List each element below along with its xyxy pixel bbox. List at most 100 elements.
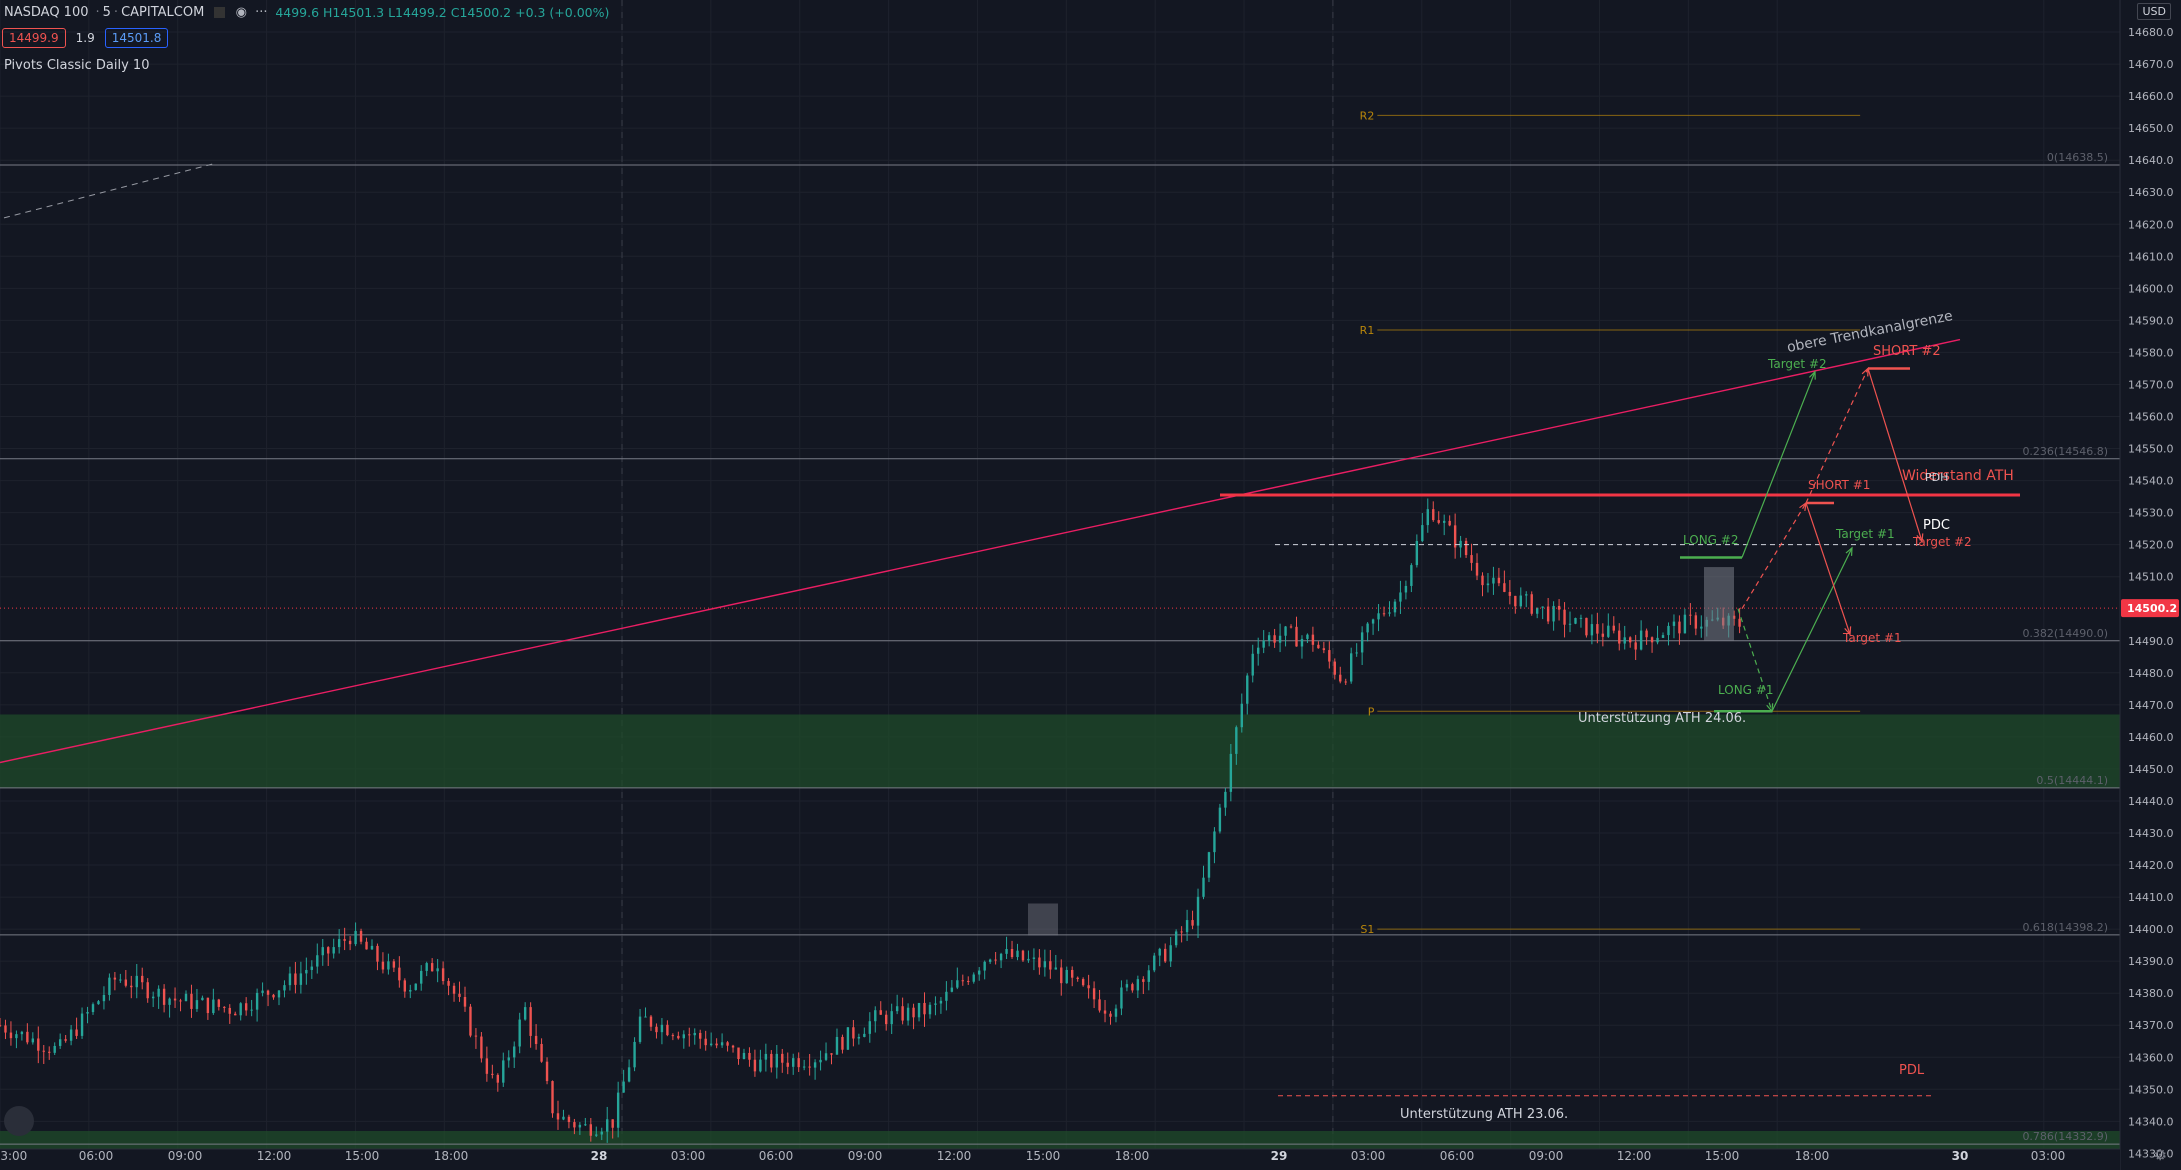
time-tick: 09:00 xyxy=(1529,1149,1564,1163)
candle-body xyxy=(775,1053,779,1068)
interval-label[interactable]: 5 xyxy=(102,4,111,20)
candle-body xyxy=(1601,633,1605,637)
candle-body xyxy=(75,1029,78,1036)
candle-body xyxy=(945,991,948,1001)
candle-body xyxy=(1071,969,1074,978)
candle-body xyxy=(551,1081,554,1114)
fib-label: 0.618(14398.2) xyxy=(2022,921,2108,934)
symbol-name[interactable]: NASDAQ 100 xyxy=(4,4,89,20)
candle-body xyxy=(742,1052,746,1060)
candle-body xyxy=(305,969,308,974)
candle-body xyxy=(1191,920,1194,926)
candle-body xyxy=(463,996,467,1007)
candle-body xyxy=(1032,957,1036,959)
candle-body xyxy=(1049,961,1052,970)
candle-body xyxy=(1021,950,1025,961)
time-tick: 03:00 xyxy=(671,1149,706,1163)
candle-body xyxy=(1410,565,1413,586)
plot-background xyxy=(0,0,2120,1163)
candle-body xyxy=(1574,618,1577,624)
label-target2-red: Target #2 xyxy=(1912,535,1972,549)
time-tick: 09:00 xyxy=(848,1149,883,1163)
candle-body xyxy=(852,1027,855,1039)
candle-body xyxy=(102,994,106,1002)
candle-body xyxy=(1196,896,1200,926)
sell-button[interactable]: 14499.9 xyxy=(2,28,66,48)
candle-body xyxy=(764,1053,768,1060)
buy-button[interactable]: 14501.8 xyxy=(104,28,169,48)
arrow-dash-to-short1 xyxy=(1741,502,1807,610)
candle-body xyxy=(584,1124,587,1126)
candle-body xyxy=(726,1042,729,1046)
label-resistance-ath: Widerstand ATH xyxy=(1902,468,2014,484)
candle-body xyxy=(1738,618,1741,627)
candle-body xyxy=(1656,637,1659,643)
candle-body xyxy=(1289,626,1293,628)
candle-body xyxy=(1098,999,1101,1011)
candle-body xyxy=(502,1060,505,1083)
candle-body xyxy=(491,1073,494,1075)
candle-body xyxy=(261,990,264,993)
gear-icon[interactable]: ⚙ xyxy=(2153,1146,2167,1164)
eye-icon[interactable]: ◉ xyxy=(235,4,247,20)
candle-body xyxy=(1317,644,1320,649)
time-tick: 12:00 xyxy=(937,1149,972,1163)
arrow-long1-target1-head xyxy=(1845,546,1853,556)
candle-body xyxy=(1530,594,1533,614)
time-tick: 29 xyxy=(1271,1149,1288,1163)
range-box xyxy=(1704,567,1734,641)
candle-body xyxy=(518,1019,521,1047)
candle-body xyxy=(1388,612,1391,614)
candle-body xyxy=(1142,979,1145,982)
candle-body xyxy=(217,999,221,1007)
candle-body xyxy=(731,1045,735,1048)
candle-body xyxy=(562,1116,565,1120)
price-tick: 14490.0 xyxy=(2128,635,2174,648)
price-tick: 14580.0 xyxy=(2128,346,2174,359)
support-zone-24 xyxy=(0,714,2120,789)
price-tick: 14650.0 xyxy=(2128,122,2174,135)
candle-body xyxy=(1174,931,1178,946)
candle-body xyxy=(1546,606,1550,622)
candle-body xyxy=(978,970,981,975)
candle-body xyxy=(1103,1010,1107,1014)
candle-body xyxy=(567,1116,571,1123)
candle-body xyxy=(715,1043,718,1046)
candle-body xyxy=(359,930,363,942)
candle-body xyxy=(556,1113,560,1120)
candle-body xyxy=(1645,630,1648,638)
candle-body xyxy=(48,1051,51,1053)
candle-body xyxy=(1251,653,1254,676)
candle-body xyxy=(327,947,330,954)
label-long1: LONG #1 xyxy=(1718,683,1773,697)
currency-button[interactable]: USD xyxy=(2137,3,2171,20)
candle-body xyxy=(365,941,368,950)
candle-body xyxy=(534,1035,538,1044)
symbol-legend: NASDAQ 100 · 5 · CAPITALCOM ◉ ··· 4499.6… xyxy=(0,0,609,24)
candle-body xyxy=(119,979,122,981)
candle-body xyxy=(1700,626,1703,629)
candle-body xyxy=(1180,931,1183,933)
price-tick: 14420.0 xyxy=(2128,859,2174,872)
arrow-long2-target2-head xyxy=(1808,370,1816,380)
candle-body xyxy=(1732,615,1736,619)
label-support-24: Unterstützung ATH 24.06. xyxy=(1578,711,1746,726)
candle-body xyxy=(91,1004,95,1013)
indicator-legend[interactable]: Pivots Classic Daily 10 xyxy=(4,58,150,73)
candle-body xyxy=(283,985,286,991)
candle-body xyxy=(1027,958,1030,961)
arrow-short1-target1 xyxy=(1805,502,1851,635)
pivot-label: S1 xyxy=(1360,923,1374,936)
candle-body xyxy=(420,970,423,984)
tradingview-logo-icon[interactable] xyxy=(4,1106,34,1136)
support-zone-23 xyxy=(0,1130,2120,1152)
candle-body xyxy=(1054,967,1057,970)
candle-body xyxy=(113,977,117,980)
current-price-badge xyxy=(2121,599,2179,618)
price-tick: 14430.0 xyxy=(2128,827,2174,840)
more-icon[interactable]: ··· xyxy=(255,4,268,20)
label-target2-green: Target #2 xyxy=(1767,357,1827,371)
candle-body xyxy=(513,1046,516,1058)
candle-body xyxy=(1557,605,1561,610)
